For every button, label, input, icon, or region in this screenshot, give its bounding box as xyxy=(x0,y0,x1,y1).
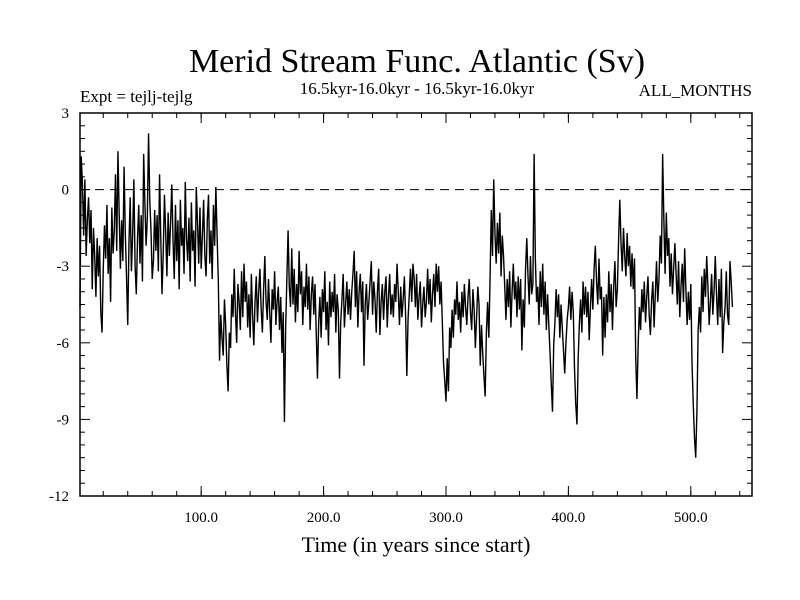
chart-tick-layer: 100.0 200.0 300.0 400.0 500.0 3 0 -3 -6 -9 -12 xyxy=(49,106,752,526)
y-tick-label: 3 xyxy=(62,106,70,122)
y-tick-label: -9 xyxy=(57,412,70,428)
months-label: ALL_MONTHS xyxy=(639,81,752,100)
y-tick-label: -3 xyxy=(57,259,70,275)
plot-frame xyxy=(79,112,753,497)
x-tick-label: 100.0 xyxy=(184,510,218,526)
series-line xyxy=(79,133,734,458)
x-tick-label: 500.0 xyxy=(674,510,708,526)
chart-data-layer xyxy=(79,133,734,458)
x-tick-label: 200.0 xyxy=(307,510,341,526)
y-tick-label: -12 xyxy=(49,489,69,505)
chart-subtitle: 16.5kyr-16.0kyr - 16.5kyr-16.0kyr xyxy=(300,79,535,98)
y-tick-label: -6 xyxy=(57,336,70,352)
x-tick-label: 300.0 xyxy=(429,510,463,526)
chart-title: Merid Stream Func. Atlantic (Sv) xyxy=(189,43,645,80)
x-tick-label: 400.0 xyxy=(552,510,586,526)
experiment-label: Expt = tejlj-tejlg xyxy=(80,87,193,106)
y-tick-label: 0 xyxy=(62,183,70,199)
x-axis-label: Time (in years since start) xyxy=(302,532,531,557)
